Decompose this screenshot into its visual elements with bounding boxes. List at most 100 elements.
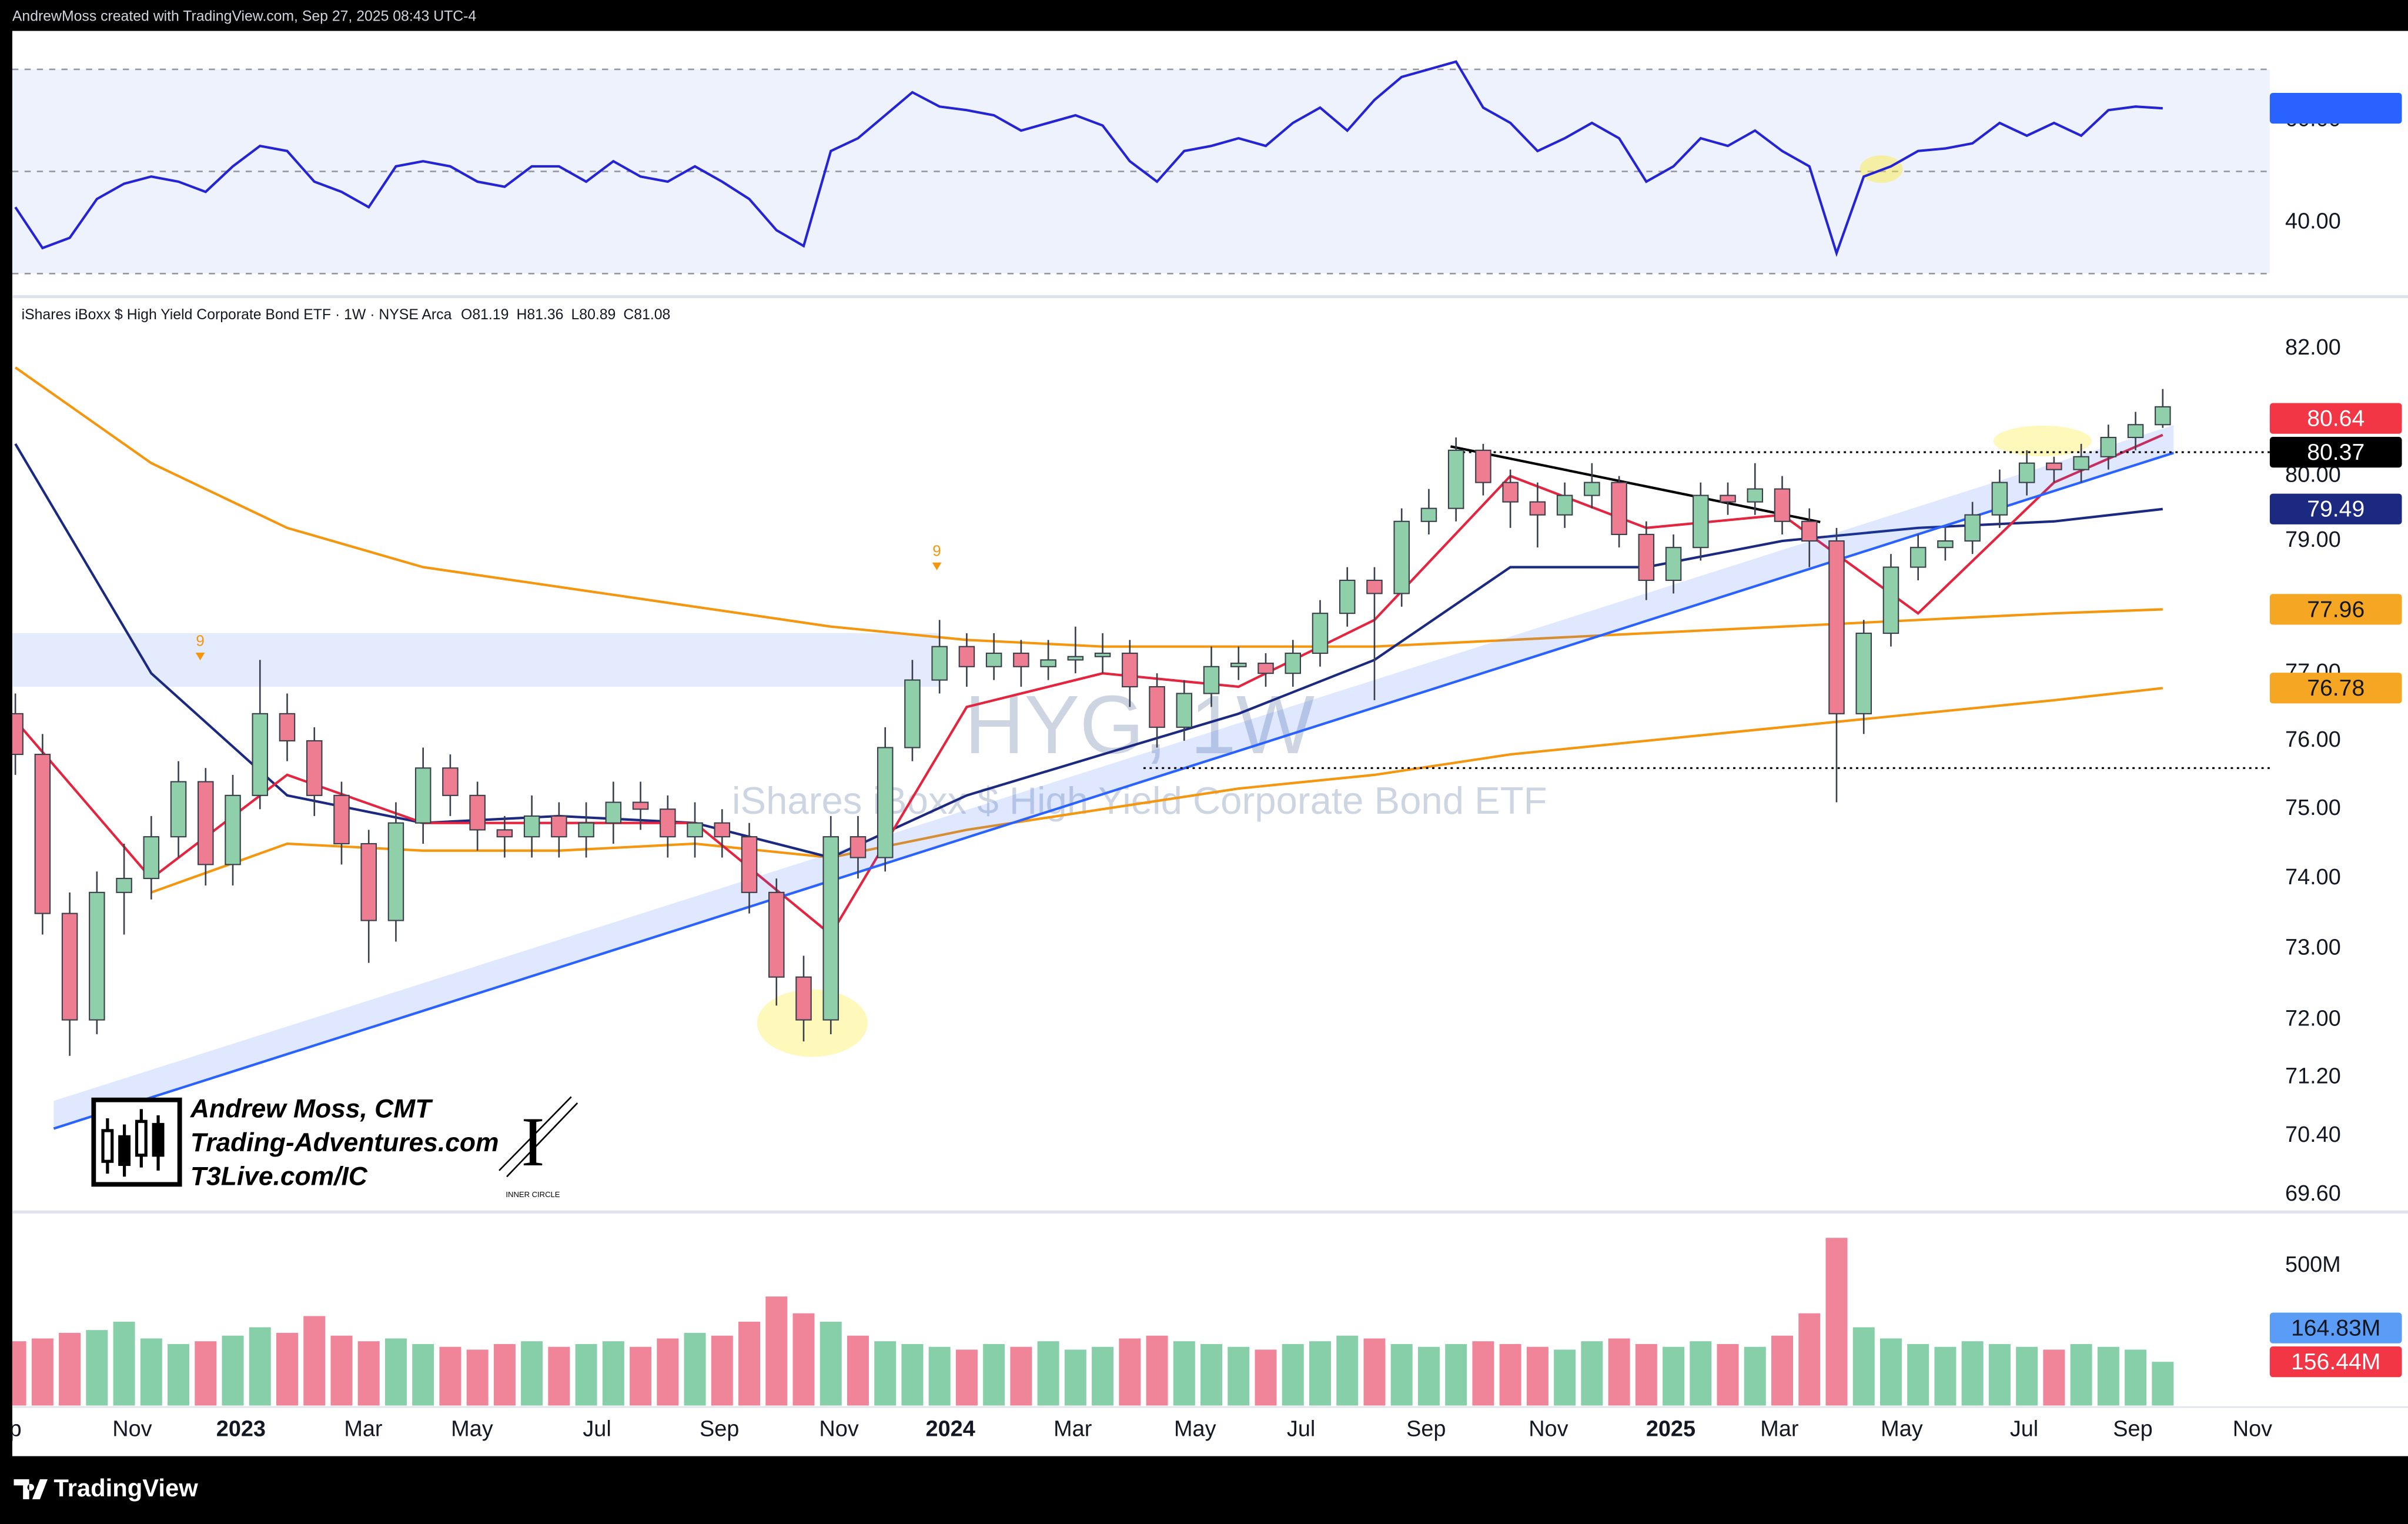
candle-body bbox=[1013, 652, 1029, 667]
legend-high: H81.36 bbox=[516, 306, 563, 322]
y-tick-label: 75.00 bbox=[2285, 796, 2341, 820]
footer-bar bbox=[0, 1456, 2408, 1524]
candle-body bbox=[143, 836, 160, 880]
x-tick-label: May bbox=[451, 1416, 493, 1441]
volume-bar bbox=[1798, 1313, 1821, 1406]
candle-body bbox=[1366, 579, 1383, 594]
x-tick-label: Mar bbox=[1760, 1416, 1798, 1441]
legend: iShares iBoxx $ High Yield Corporate Bon… bbox=[22, 306, 671, 322]
x-tick-label: 2024 bbox=[926, 1416, 975, 1441]
volume-bar bbox=[901, 1343, 924, 1406]
volume-bar bbox=[2070, 1343, 2092, 1406]
x-tick-label: Jul bbox=[1287, 1416, 1315, 1441]
volume-bar bbox=[1146, 1335, 1168, 1406]
candle-body bbox=[360, 843, 377, 921]
credit: AndrewMoss created with TradingView.com,… bbox=[12, 9, 477, 25]
volume-bar bbox=[657, 1338, 679, 1406]
volume-bar bbox=[276, 1332, 298, 1406]
volume-bar bbox=[1417, 1346, 1440, 1406]
volume-bar bbox=[1200, 1343, 1223, 1406]
volume-bar bbox=[1771, 1335, 1794, 1406]
volume-bar bbox=[2125, 1349, 2147, 1406]
volume-bar bbox=[1173, 1341, 1195, 1406]
volume-bar bbox=[820, 1321, 842, 1406]
volume-bar bbox=[521, 1341, 543, 1406]
volume-bar bbox=[384, 1338, 407, 1406]
candle-body bbox=[1149, 686, 1165, 728]
candle-body bbox=[1584, 482, 1600, 496]
x-tick-label: Sep bbox=[2113, 1416, 2152, 1441]
candle-body bbox=[1991, 482, 2008, 516]
volume-bar bbox=[1336, 1335, 1359, 1406]
candle-body bbox=[414, 767, 432, 824]
candle-body bbox=[985, 652, 1002, 667]
trend-channel bbox=[53, 425, 2174, 1129]
y-tick-label: 82.00 bbox=[2285, 335, 2341, 360]
rsi-pane bbox=[12, 60, 2270, 275]
x-tick-label: Nov bbox=[819, 1416, 858, 1441]
volume-bar bbox=[195, 1341, 217, 1406]
candle-body bbox=[1393, 520, 1410, 594]
moving-average bbox=[14, 443, 2163, 859]
volume-bar bbox=[684, 1332, 706, 1406]
candle-body bbox=[931, 646, 948, 681]
value-label: 156.44M bbox=[2291, 1349, 2380, 1375]
volume-bar bbox=[1690, 1341, 1712, 1406]
candle-body bbox=[1747, 488, 1764, 503]
candle-body bbox=[795, 976, 812, 1021]
candle-body bbox=[523, 815, 540, 838]
volume-bar bbox=[1879, 1338, 1902, 1406]
candle-body bbox=[1040, 659, 1056, 667]
candle-body bbox=[252, 713, 269, 796]
volume-bar bbox=[1526, 1346, 1549, 1406]
x-tick-label: Sep bbox=[1406, 1416, 1446, 1441]
y-tick-label: 74.00 bbox=[2285, 865, 2341, 890]
volume-bar bbox=[1363, 1338, 1386, 1406]
volume-bar bbox=[1663, 1346, 1685, 1406]
volume-bar bbox=[249, 1327, 271, 1406]
candle-body bbox=[1774, 488, 1791, 522]
volume-bar bbox=[439, 1346, 461, 1406]
value-label: 79.49 bbox=[2307, 497, 2364, 522]
value-label-box bbox=[2269, 93, 2402, 124]
volume-bar bbox=[1472, 1341, 1494, 1406]
price-pane: HYG, 1W iShares iBoxx $ High Yield Corpo… bbox=[12, 366, 2270, 1130]
candle-body bbox=[1529, 501, 1546, 516]
volume-bar bbox=[1852, 1327, 1875, 1406]
candle-body bbox=[904, 679, 921, 748]
brand-link: T3Live.com/IC bbox=[190, 1162, 368, 1191]
marker bbox=[195, 653, 205, 661]
volume-bar bbox=[2016, 1346, 2038, 1406]
y-tick-label: 71.20 bbox=[2285, 1064, 2341, 1089]
value-label-box bbox=[2269, 403, 2402, 434]
candle-body bbox=[1339, 579, 1356, 614]
watermark-subtitle: iShares iBoxx $ High Yield Corporate Bon… bbox=[732, 779, 1547, 822]
candle-body bbox=[578, 822, 594, 838]
candle-body bbox=[1909, 547, 1927, 568]
value-label-box bbox=[2269, 1346, 2402, 1378]
candle-body bbox=[198, 781, 214, 865]
volume-bar bbox=[983, 1343, 1005, 1406]
x-tick-label: 2023 bbox=[216, 1416, 266, 1441]
candle-body bbox=[496, 829, 513, 838]
y-tick-label: 76.00 bbox=[2285, 727, 2341, 752]
value-label: 80.37 bbox=[2307, 440, 2364, 465]
logo-candles bbox=[101, 1109, 165, 1177]
y-tick-label: 72.00 bbox=[2285, 1007, 2341, 1031]
volume-bar bbox=[711, 1335, 733, 1406]
candle-body bbox=[1937, 540, 1954, 549]
candle-body bbox=[1964, 514, 1981, 542]
candle-body bbox=[225, 794, 241, 865]
volume-bar bbox=[765, 1296, 788, 1406]
footer-logo bbox=[14, 1479, 48, 1499]
brand-site: Trading-Adventures.com bbox=[190, 1128, 499, 1157]
legend-title: iShares iBoxx $ High Yield Corporate Bon… bbox=[22, 306, 452, 322]
legend-low: L80.89 bbox=[571, 306, 616, 322]
volume-bar bbox=[1119, 1338, 1141, 1406]
candle-body bbox=[1203, 666, 1220, 694]
volume-bar bbox=[412, 1343, 434, 1406]
value-label: 80.64 bbox=[2307, 406, 2364, 432]
volume-bar bbox=[1282, 1343, 1304, 1406]
candle-body bbox=[34, 754, 51, 914]
